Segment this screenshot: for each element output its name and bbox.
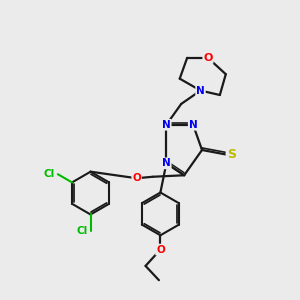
Text: S: S (226, 148, 236, 161)
Text: N: N (162, 120, 171, 130)
Text: O: O (156, 244, 165, 255)
Text: N: N (189, 120, 197, 130)
Text: Cl: Cl (76, 226, 88, 236)
Text: O: O (203, 53, 213, 63)
Text: Cl: Cl (44, 169, 55, 179)
Text: N: N (162, 158, 171, 168)
Text: N: N (196, 85, 205, 96)
Text: O: O (132, 173, 141, 183)
